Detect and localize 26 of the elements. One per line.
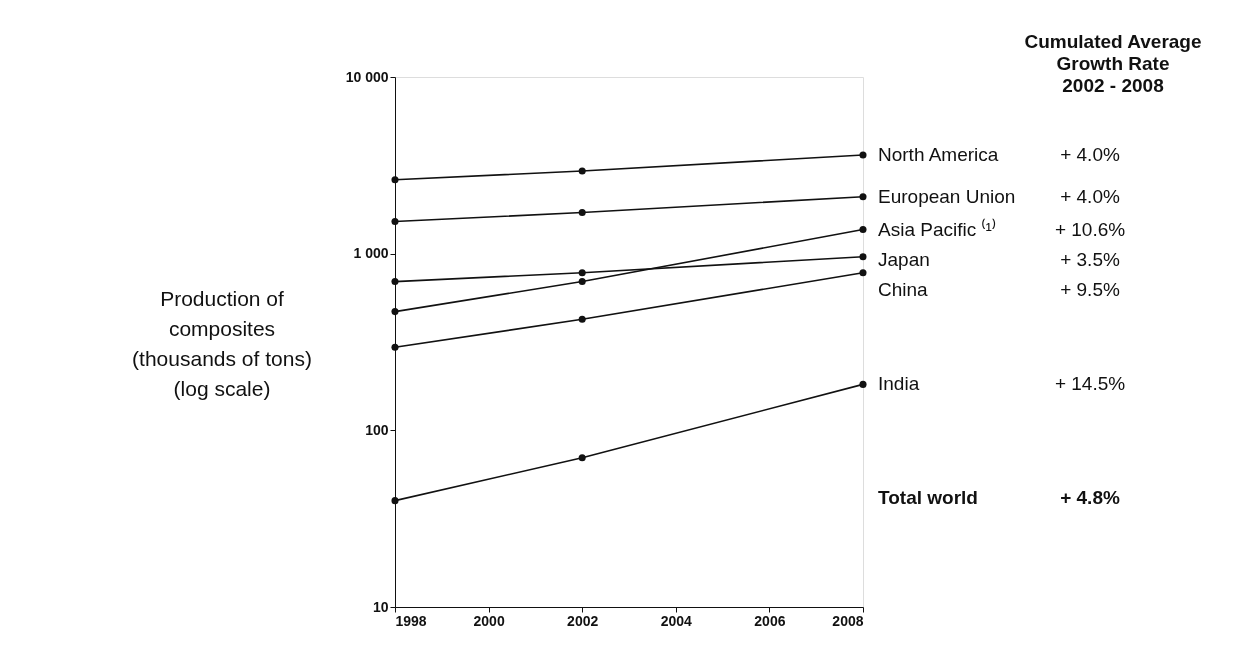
text: Total world	[878, 487, 978, 508]
y-axis-title: Production of composites (thousands of tons) (log scale)	[132, 287, 312, 400]
series-label: European Union	[878, 185, 1016, 207]
x-tick-label: 1998	[395, 612, 427, 629]
series-label: India	[878, 373, 920, 395]
text: Cumulated Average Growth Rate 2002 - 2008	[1024, 31, 1202, 96]
x-tick-label: 2002	[567, 612, 599, 629]
y-tick-label: 1 000	[353, 245, 389, 262]
text: + 4.0%	[1060, 185, 1120, 207]
series-label: China	[878, 278, 929, 300]
text: + 9.5%	[1060, 278, 1120, 300]
x-tick-label: 2004	[660, 612, 693, 629]
x-tick-label: 2000	[473, 612, 505, 629]
x-tick-label: 2006	[754, 612, 786, 629]
text: + 4.8%	[1060, 487, 1120, 508]
series-label: North America	[878, 143, 999, 165]
text: + 14.5%	[1054, 373, 1126, 395]
y-tick-label: 10	[372, 598, 389, 615]
series-label: Japan	[878, 248, 930, 270]
text: + 3.5%	[1060, 248, 1120, 270]
y-tick-label: 10 000	[345, 68, 389, 85]
x-tick-label: 2008	[832, 612, 864, 629]
y-tick-label: 100	[365, 421, 389, 438]
text: + 10.6%	[1054, 218, 1126, 240]
series-label: Asia Pacific ⁽¹⁾	[878, 217, 996, 240]
text: + 4.0%	[1060, 143, 1120, 165]
